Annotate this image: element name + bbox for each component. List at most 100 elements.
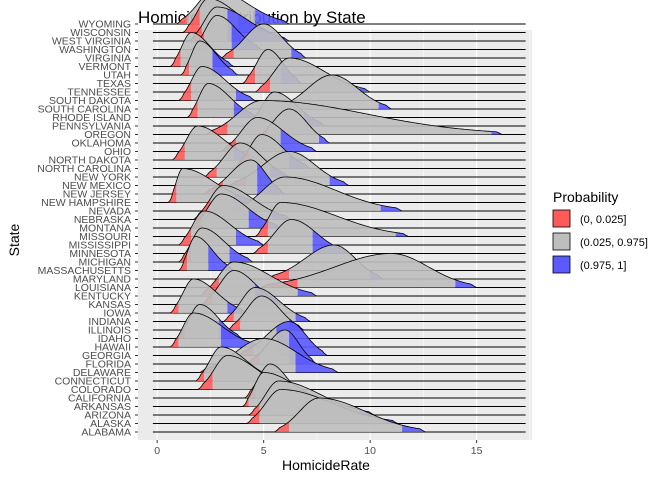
y-tick-label: KENTUCKY <box>74 291 131 303</box>
y-tick-label: NEW HAMPSHIRE <box>41 197 131 209</box>
y-tick-label: MISSISSIPPI <box>69 240 131 252</box>
y-tick-label: WYOMING <box>79 19 132 31</box>
ridge-low-tail <box>169 48 181 67</box>
y-tick-label: ARKANSAS <box>74 401 131 413</box>
ridge-middle <box>189 41 213 75</box>
y-tick-label: KANSAS <box>88 299 131 311</box>
ridge-low-tail <box>180 59 190 75</box>
y-tick-label: SOUTH CAROLINA <box>38 104 131 116</box>
ridge-outline <box>169 312 260 348</box>
y-tick-label: OREGON <box>84 129 131 141</box>
ridge-low-tail <box>178 80 192 101</box>
y-tick-label: MARYLAND <box>73 274 132 286</box>
y-tick-label: NEW MEXICO <box>62 180 131 192</box>
y-tick-label: ARIZONA <box>84 410 131 422</box>
ridge-middle <box>240 296 290 330</box>
ridge-outline <box>276 74 392 110</box>
ridge-low-tail <box>178 252 187 271</box>
ridge-low-tail <box>242 397 249 407</box>
ridge-outline <box>227 295 305 331</box>
ridge-low-tail <box>169 335 179 347</box>
x-ticks: 0 5 10 15 <box>154 440 483 457</box>
ridge-outline <box>178 236 235 271</box>
ridge-high-tail <box>295 351 339 373</box>
y-tick-label: COLORADO <box>71 384 131 396</box>
ridge-low-tail <box>172 142 185 160</box>
y-tick-label: NORTH DAKOTA <box>49 155 131 167</box>
x-tick-label: 5 <box>261 445 267 457</box>
ridge-low-tail <box>167 181 177 203</box>
y-tick-label: HAWAII <box>94 342 131 354</box>
ridge-outline <box>223 287 311 322</box>
y-tick-label: LOUISIANA <box>75 282 131 294</box>
ridge-low-tail <box>195 370 205 381</box>
y-tick-label: NEW JERSEY <box>63 189 131 201</box>
ridge-high-tail <box>208 245 234 271</box>
ridge-low-tail <box>197 371 213 390</box>
ridge-middle <box>178 313 222 347</box>
ridge-middle <box>178 279 228 313</box>
y-tick-label: UTAH <box>103 70 131 82</box>
ridge-low-tail <box>178 227 192 245</box>
ridge-outline <box>233 176 403 212</box>
x-tick-label: 10 <box>364 445 376 457</box>
y-tick-label: ALASKA <box>90 418 131 430</box>
legend-key <box>552 209 571 228</box>
ridge-iowa <box>152 278 526 314</box>
ridge-middle <box>184 126 234 160</box>
ridge-outline <box>199 261 318 297</box>
ridge-high-tail <box>280 128 317 152</box>
y-tick-label: WEST VIRGINIA <box>52 36 131 48</box>
ridge-low-tail <box>186 99 198 118</box>
ridge-low-tail <box>255 77 271 92</box>
legend-label: (0, 0.025] <box>580 214 626 226</box>
ridge-low-tail <box>227 317 241 330</box>
x-tick-label: 0 <box>154 445 160 457</box>
ridge-low-tail <box>182 7 200 33</box>
legend-label: (0.975, 1] <box>580 260 626 272</box>
y-tick-label: GEORGIA <box>82 350 131 362</box>
legend-title: Probability <box>553 189 618 205</box>
ridge-outline <box>176 0 290 25</box>
y-tick-label: MICHIGAN <box>79 257 132 269</box>
ridge-middle <box>233 24 292 58</box>
legend: Probability (0, 0.025] (0.025, 0.975] (0.9… <box>552 189 648 274</box>
y-tick-label: TEXAS <box>97 78 131 90</box>
y-tick-label: OKLAHOMA <box>71 138 131 150</box>
y-tick-label: INDIANA <box>88 316 131 328</box>
ridge-outline <box>178 210 264 246</box>
ridge-low-tail <box>253 240 268 254</box>
legend-key <box>552 232 571 251</box>
ridge-outline <box>169 32 235 67</box>
ridge-low-tail <box>246 411 260 424</box>
ridge-middle <box>223 160 258 194</box>
legend-key <box>552 255 571 274</box>
ridge-high-tail <box>212 49 239 75</box>
x-tick-label: 15 <box>471 445 483 457</box>
y-tick-label: DELAWARE <box>73 367 131 379</box>
y-tick-label: NORTH CAROLINA <box>37 163 131 175</box>
y-tick-label: RHODE ISLAND <box>52 112 131 124</box>
ridge-outline <box>191 193 281 229</box>
y-tick-label: IOWA <box>103 308 131 320</box>
y-tick-label: OHIO <box>104 146 131 158</box>
ridge-outline <box>261 253 477 288</box>
y-tick-label: IDAHO <box>98 333 131 345</box>
y-tick-label: VIRGINIA <box>85 53 131 65</box>
ridge-middle <box>186 236 209 271</box>
y-tick-label: WASHINGTON <box>59 44 131 56</box>
y-tick-label: MASSACHUSETTS <box>38 265 131 277</box>
ridge-middle <box>197 83 234 118</box>
ridge-middle <box>291 75 379 109</box>
ridge-low-tail <box>255 218 268 237</box>
ridge-high-tail <box>395 232 409 237</box>
ridge-middle <box>297 253 456 288</box>
y-tick-label: TENNESSEE <box>67 87 131 99</box>
y-tick-label: MINNESOTA <box>69 248 131 260</box>
ridge-hawaii <box>152 312 526 348</box>
ridge-outline <box>205 100 503 135</box>
y-tick-label: MONTANA <box>79 223 131 235</box>
y-axis-title: State <box>6 223 22 256</box>
ridge-high-tail <box>257 163 285 194</box>
